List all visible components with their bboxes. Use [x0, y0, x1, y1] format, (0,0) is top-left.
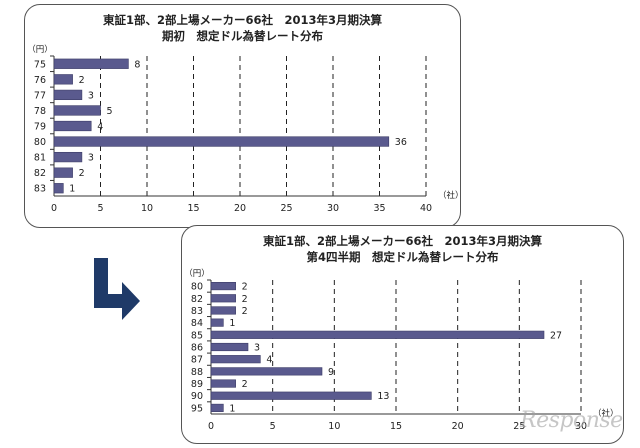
- y-tick-label: 75: [34, 59, 46, 70]
- x-tick-label: 15: [187, 203, 199, 214]
- bar: [53, 74, 73, 85]
- y-axis-label: （円）: [184, 268, 210, 279]
- data-label: 2: [242, 379, 248, 390]
- chart-title: 東証1部、2部上場メーカー66社 2013年3月期決算: [102, 13, 382, 27]
- data-label: 13: [377, 391, 389, 402]
- data-label: 2: [79, 168, 85, 179]
- data-label: 4: [266, 355, 272, 366]
- x-axis-label: （社）: [593, 408, 619, 419]
- chart-panel-initial: 東証1部、2部上場メーカー66社 2013年3月期決算 期初 想定ドル為替レート…: [24, 4, 464, 228]
- bar: [210, 355, 261, 364]
- bar: [210, 330, 545, 339]
- bar: [53, 136, 390, 147]
- data-label: 1: [229, 403, 235, 414]
- bar: [53, 151, 83, 163]
- data-label: 36: [395, 137, 407, 148]
- y-tick-label: 88: [191, 367, 203, 378]
- y-tick-label: 84: [191, 318, 203, 329]
- data-label: 9: [328, 367, 334, 378]
- data-label: 2: [242, 294, 248, 305]
- x-tick-label: 30: [575, 421, 587, 432]
- y-tick-label: 95: [191, 403, 203, 414]
- data-label: 2: [242, 306, 248, 317]
- data-label: 1: [69, 184, 75, 195]
- y-tick-label: 90: [191, 391, 203, 402]
- x-tick-label: 5: [97, 203, 103, 214]
- y-tick-label: 85: [191, 330, 203, 341]
- chart-panel-q4: 東証1部、2部上場メーカー66社 2013年3月期決算 第4四半期 想定ドル為替…: [181, 225, 624, 444]
- y-tick-label: 76: [34, 75, 46, 86]
- y-tick-label: 79: [34, 122, 46, 133]
- bar: [210, 391, 372, 400]
- data-label: 4: [97, 122, 103, 133]
- x-tick-label: 20: [234, 203, 246, 214]
- x-tick-label: 20: [452, 421, 464, 432]
- bar: [210, 282, 236, 291]
- y-tick-label: 87: [191, 355, 203, 366]
- data-label: 8: [134, 59, 140, 70]
- bar: [53, 167, 73, 178]
- x-tick-label: 40: [420, 203, 432, 214]
- y-tick-label: 82: [191, 294, 203, 305]
- y-tick-label: 89: [191, 379, 203, 390]
- y-tick-label: 80: [34, 137, 46, 148]
- y-tick-label: 83: [34, 184, 46, 195]
- bar: [210, 306, 236, 315]
- y-axis-label: （円）: [27, 44, 53, 55]
- bar: [210, 367, 323, 376]
- x-tick-label: 30: [327, 203, 339, 214]
- x-tick-label: 10: [328, 421, 340, 432]
- x-tick-label: 10: [141, 203, 153, 214]
- x-tick-label: 25: [280, 203, 292, 214]
- chart-subtitle: 期初 想定ドル為替レート分布: [162, 29, 323, 43]
- bar: [53, 89, 83, 101]
- bar: [53, 58, 129, 69]
- chart-subtitle: 第4四半期 想定ドル為替レート分布: [306, 250, 499, 264]
- y-tick-label: 81: [34, 153, 46, 164]
- y-tick-label: 77: [34, 90, 46, 101]
- bar: [210, 318, 224, 327]
- bar: [53, 183, 64, 194]
- y-tick-label: 83: [191, 306, 203, 317]
- chart-title: 東証1部、2部上場メーカー66社 2013年3月期決算: [262, 234, 542, 248]
- data-label: 3: [88, 90, 94, 101]
- data-label: 2: [79, 75, 85, 86]
- bar: [210, 342, 249, 352]
- x-tick-label: 0: [51, 203, 57, 214]
- bar: [53, 120, 92, 132]
- y-tick-label: 86: [191, 343, 203, 354]
- data-label: 3: [254, 343, 260, 354]
- turn-down-right-arrow-icon: [94, 258, 140, 320]
- data-label: 27: [550, 330, 562, 341]
- y-tick-label: 78: [34, 106, 46, 117]
- watermark-logo: Response: [520, 408, 623, 433]
- x-axis-label: （社）: [438, 190, 464, 201]
- data-label: 5: [107, 106, 113, 117]
- x-tick-label: 25: [513, 421, 525, 432]
- bar: [210, 294, 236, 303]
- x-tick-label: 0: [208, 421, 214, 432]
- x-tick-label: 15: [390, 421, 402, 432]
- bar: [53, 105, 101, 116]
- y-tick-label: 80: [191, 282, 203, 293]
- data-label: 3: [88, 153, 94, 164]
- x-tick-label: 35: [373, 203, 385, 214]
- y-tick-label: 82: [34, 168, 46, 179]
- bar: [210, 403, 224, 412]
- data-label: 1: [229, 318, 235, 329]
- x-tick-label: 5: [270, 421, 276, 432]
- bar: [210, 379, 236, 388]
- data-label: 2: [242, 282, 248, 293]
